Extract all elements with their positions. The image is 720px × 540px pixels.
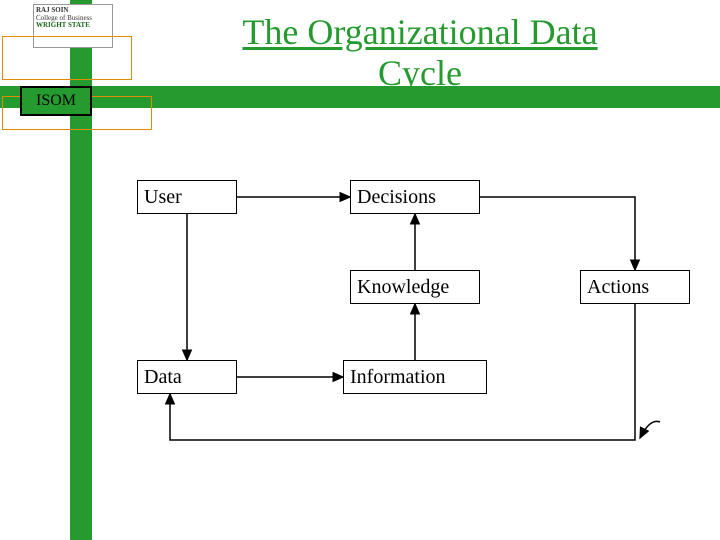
isom-badge: ISOM: [20, 86, 92, 116]
logo-line: WRIGHT STATE: [36, 22, 110, 30]
isom-label: ISOM: [36, 92, 76, 110]
node-label: Actions: [587, 276, 649, 299]
node-label: Decisions: [357, 186, 436, 209]
node-data: Data: [137, 360, 237, 394]
node-label: Knowledge: [357, 276, 449, 299]
node-knowledge: Knowledge: [350, 270, 480, 304]
node-label: Data: [144, 366, 182, 389]
page-title: The Organizational Data Cycle: [180, 12, 660, 95]
title-line1: The Organizational Data: [242, 12, 597, 52]
node-user: User: [137, 180, 237, 214]
node-label: User: [144, 186, 182, 209]
node-information: Information: [343, 360, 487, 394]
vertical-green-bar: [70, 0, 92, 540]
orange-accent-box: [2, 36, 132, 80]
node-actions: Actions: [580, 270, 690, 304]
node-decisions: Decisions: [350, 180, 480, 214]
node-label: Information: [350, 366, 446, 389]
title-line2: Cycle: [378, 53, 462, 93]
